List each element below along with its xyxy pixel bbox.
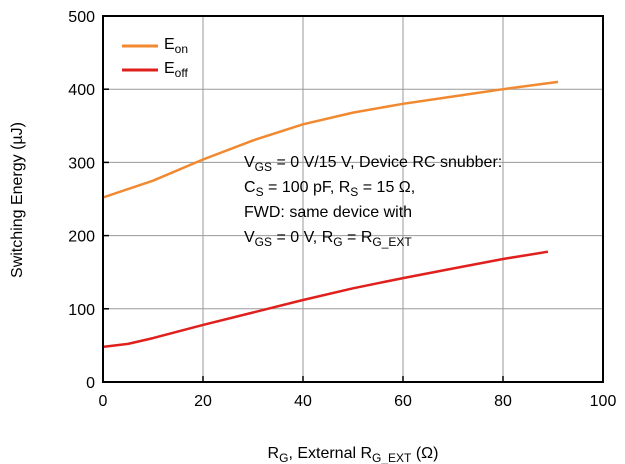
annotation-line-part: = 0 V/15 V, Device RC snubber:: [272, 154, 502, 171]
annotation-line-part: S: [256, 185, 264, 199]
y-tick-label: 500: [68, 9, 95, 26]
legend-label-part: off: [175, 66, 189, 80]
series-line-e-off: [102, 250, 549, 349]
y-tick-label: 200: [68, 229, 95, 246]
x-axis-label-part: G: [279, 451, 288, 464]
legend-label-part: E: [164, 60, 175, 77]
x-tick-label: 0: [99, 393, 108, 410]
y-tick-label: 400: [68, 82, 95, 99]
series-lines: [102, 80, 559, 349]
annotation-line: VGS = 0 V/15 V, Device RC snubber:: [244, 154, 502, 174]
annotation-line-part: S: [350, 185, 358, 199]
y-tick-label: 0: [86, 375, 95, 392]
x-tick-label: 60: [394, 393, 412, 410]
annotation-line-part: C: [244, 179, 256, 196]
annotation-line-part: G: [333, 235, 342, 249]
legend-label-part: E: [164, 36, 175, 53]
annotation-line: CS = 100 pF, RS = 15 Ω,: [244, 179, 415, 199]
series-line-e-on: [102, 80, 559, 199]
x-tick-label: 80: [494, 393, 512, 410]
x-axis-label-part: (Ω): [411, 445, 438, 462]
x-tick-label: 20: [194, 393, 212, 410]
annotation-line: FWD: same device with: [244, 204, 412, 221]
legend-label-part: on: [175, 42, 188, 56]
grid: [103, 16, 603, 382]
annotation-line-part: FWD: same device with: [244, 204, 412, 221]
axis-ticks: 0 20 40 60 80 100 0 100 200 300 400 500: [68, 9, 616, 410]
annotation-line-part: G_EXT: [372, 235, 412, 249]
plot-frame: [102, 15, 604, 383]
annotation-line-part: V: [244, 229, 255, 246]
legend-label: Eon: [164, 36, 188, 56]
legend-label: Eoff: [164, 60, 188, 80]
x-axis-label: RG, External RG_EXT (Ω): [268, 445, 439, 464]
annotation-line-part: GS: [255, 235, 272, 249]
x-axis-label-part: , External R: [288, 445, 372, 462]
annotation-line-part: = 0 V, R: [272, 229, 333, 246]
test-conditions-annotation: VGS = 0 V/15 V, Device RC snubber:CS = 1…: [244, 154, 502, 249]
y-tick-label: 300: [68, 155, 95, 172]
x-axis-label-part: G_EXT: [372, 451, 412, 464]
annotation-line-part: = 15 Ω,: [358, 179, 415, 196]
x-axis-label-part: R: [268, 445, 280, 462]
x-tick-label: 40: [294, 393, 312, 410]
y-axis-label: Switching Energy (µJ): [9, 122, 26, 278]
annotation-line-part: GS: [255, 160, 272, 174]
annotation-line-part: = R: [343, 229, 373, 246]
annotation-line-part: = 100 pF, R: [264, 179, 351, 196]
y-tick-label: 100: [68, 302, 95, 319]
annotation-line: VGS = 0 V, RG = RG_EXT: [244, 229, 412, 249]
x-tick-label: 100: [590, 393, 617, 410]
annotation-line-part: V: [244, 154, 255, 171]
